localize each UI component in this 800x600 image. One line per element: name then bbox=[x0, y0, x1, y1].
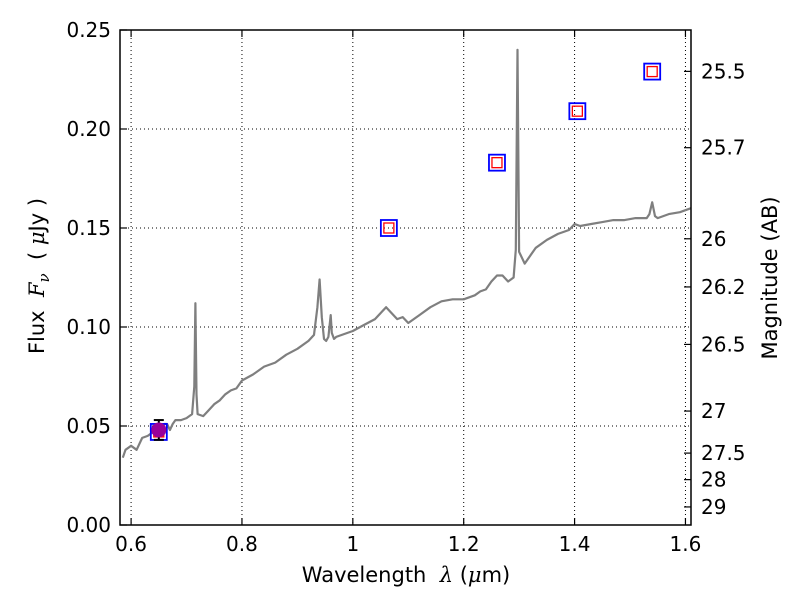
y2-tick-label: 25.5 bbox=[701, 59, 746, 83]
grid bbox=[120, 30, 691, 525]
y-axis-title-part: Jy ) bbox=[25, 198, 49, 234]
y2-tick-label: 26.2 bbox=[701, 275, 746, 299]
photometry-series bbox=[149, 62, 662, 441]
y-tick-label: 0.15 bbox=[66, 216, 111, 240]
y2-tick-label: 27 bbox=[701, 399, 726, 423]
y-tick-label: 0.00 bbox=[66, 513, 111, 537]
detection-point bbox=[151, 422, 167, 438]
y-axis: 0.00 0.05 0.10 0.15 0.20 0.25 bbox=[66, 18, 127, 537]
photometry-box-inner bbox=[491, 157, 503, 169]
x-tick-label: 0.6 bbox=[115, 532, 147, 556]
x-tick-label: 1.4 bbox=[559, 532, 591, 556]
x-tick-label: 1.6 bbox=[670, 532, 702, 556]
y2-tick-label: 27.5 bbox=[701, 441, 746, 465]
y-axis-title-F: F bbox=[25, 281, 49, 298]
x-axis: 0.6 0.8 1 1.2 1.4 1.6 bbox=[115, 30, 701, 556]
y2-tick-label: 26.5 bbox=[701, 332, 746, 356]
x-tick-label: 1 bbox=[346, 532, 359, 556]
x-axis-title-lambda: λ bbox=[439, 563, 453, 587]
y2-tick-label: 26 bbox=[701, 227, 726, 251]
plot-frame bbox=[119, 29, 692, 526]
photometry-box-inner bbox=[571, 105, 584, 117]
y-axis-title-nu: ν bbox=[35, 273, 53, 282]
y2-tick-label: 29 bbox=[701, 495, 726, 519]
x-axis-title-mu: μ bbox=[468, 563, 482, 587]
y-axis-title-part: Flux bbox=[25, 297, 49, 354]
y2-tick-label: 25.7 bbox=[701, 136, 746, 160]
x-tick-label: 0.8 bbox=[226, 532, 258, 556]
y-axis-title-part: ( bbox=[25, 245, 49, 273]
x-axis-title: Wavelength λ (μm) bbox=[302, 563, 510, 587]
x-tick-label: 1.2 bbox=[448, 532, 480, 556]
photometry-box-outer bbox=[643, 62, 662, 81]
model-spectrum-line bbox=[121, 48, 692, 459]
photometry-box-outer bbox=[379, 219, 398, 237]
y-axis-title: Flux Fν ( μJy ) bbox=[25, 198, 53, 354]
y-tick-label: 0.10 bbox=[66, 315, 111, 339]
y-tick-label: 0.20 bbox=[66, 117, 111, 141]
y2-axis: 25.5 25.7 26 26.2 26.5 27 27.5 28 29 bbox=[684, 59, 746, 519]
model-spectrum-series bbox=[121, 48, 692, 459]
photometry-box-outer bbox=[488, 153, 506, 172]
photometry-box-outer bbox=[568, 102, 587, 121]
photometry-box-inner bbox=[383, 222, 395, 234]
y2-tick-label: 28 bbox=[701, 468, 726, 492]
y-tick-label: 0.25 bbox=[66, 18, 111, 42]
x-axis-title-part: Wavelength bbox=[302, 563, 440, 587]
y-axis-title-mu: μ bbox=[25, 231, 49, 245]
y-tick-label: 0.05 bbox=[66, 414, 111, 438]
photometry-box-inner bbox=[646, 65, 658, 78]
x-axis-title-part: m) bbox=[482, 563, 511, 587]
y2-axis-title: Magnitude (AB) bbox=[758, 196, 782, 359]
x-axis-title-part: ( bbox=[453, 563, 468, 587]
